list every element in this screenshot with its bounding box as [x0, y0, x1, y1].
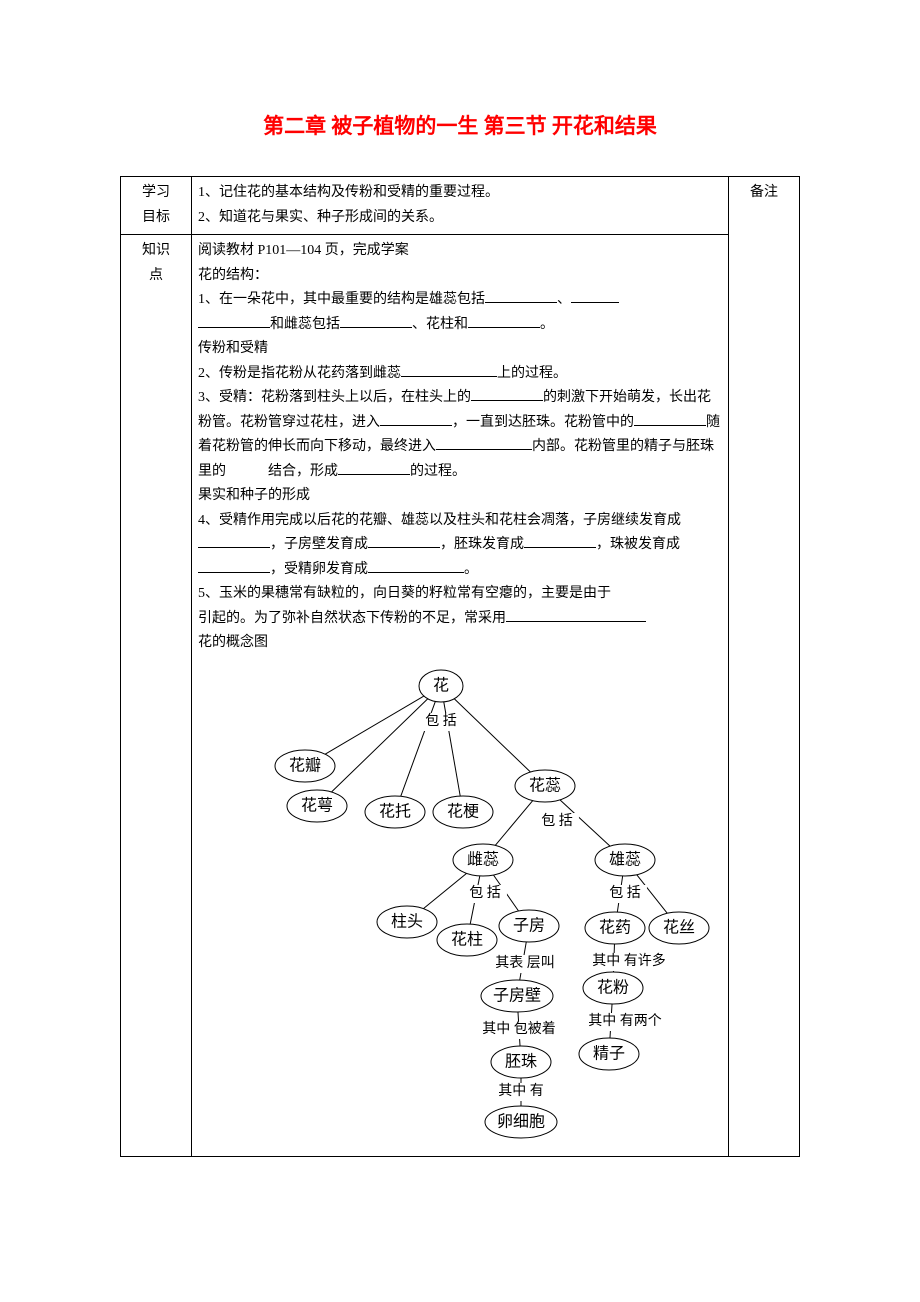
table-row: 知识点 阅读教材 P101—104 页，完成学案 花的结构： 1、在一朵花中，其…: [121, 235, 800, 1157]
q3-part: 3、受精：花粉落到柱头上以后，在柱头上的: [198, 390, 471, 405]
blank-line: [198, 533, 270, 548]
svg-text:其中 有两个: 其中 有两个: [588, 1013, 662, 1029]
svg-text:花萼: 花萼: [301, 796, 333, 814]
goal-line-2: 2、知道花与果实、种子形成间的关系。: [198, 210, 443, 225]
svg-text:花粉: 花粉: [597, 978, 629, 996]
q1-sep: 、: [557, 292, 571, 307]
label-text: 学习目标: [142, 185, 170, 225]
svg-text:包 括: 包 括: [469, 885, 501, 901]
goal-line-1: 1、记住花的基本结构及传粉和受精的重要过程。: [198, 185, 499, 200]
svg-text:花: 花: [433, 676, 449, 694]
svg-text:花药: 花药: [599, 918, 631, 936]
blank-line: [524, 533, 596, 548]
note-text: 备注: [750, 185, 778, 200]
blank-line: [485, 288, 557, 303]
section3-title: 果实和种子的形成: [198, 488, 310, 503]
q4-part: 4、受精作用完成以后花的花瓣、雄蕊以及柱头和花柱会凋落，子房继续发育成: [198, 513, 681, 528]
row-content: 1、记住花的基本结构及传粉和受精的重要过程。 2、知道花与果实、种子形成间的关系…: [192, 177, 729, 235]
svg-text:卵细胞: 卵细胞: [497, 1112, 545, 1130]
row-content: 阅读教材 P101—104 页，完成学案 花的结构： 1、在一朵花中，其中最重要…: [192, 235, 729, 1157]
blank-line: [380, 411, 452, 426]
blank-line: [368, 558, 464, 573]
blank-line: [506, 607, 646, 622]
section1-title: 花的结构：: [198, 268, 268, 283]
svg-text:花丝: 花丝: [663, 918, 695, 936]
svg-text:柱头: 柱头: [391, 912, 423, 930]
svg-text:其中 有: 其中 有: [498, 1083, 544, 1099]
svg-text:雄蕊: 雄蕊: [609, 850, 641, 868]
document-title: 第二章 被子植物的一生 第三节 开花和结果: [120, 110, 800, 140]
blank-line: [571, 288, 619, 303]
q4-part: ，胚珠发育成: [440, 537, 524, 552]
svg-text:其表 层叫: 其表 层叫: [495, 955, 555, 971]
row-label: 知识点: [121, 235, 192, 1157]
blank-line: [634, 411, 706, 426]
svg-text:花蕊: 花蕊: [529, 776, 561, 794]
svg-text:子房壁: 子房壁: [493, 985, 541, 1004]
blank-line: [340, 313, 412, 328]
svg-text:花瓣: 花瓣: [289, 756, 321, 774]
q1-end: 。: [540, 317, 554, 332]
svg-text:其中 有许多: 其中 有许多: [592, 952, 666, 969]
q3-part: ，一直到达胚珠。花粉管中的: [452, 415, 634, 430]
blank-line: [401, 362, 497, 377]
q1-part: 1、在一朵花中，其中最重要的结构是雄蕊包括: [198, 292, 485, 307]
svg-text:包 括: 包 括: [425, 713, 457, 729]
blank-line: [436, 435, 532, 450]
blank-line: [368, 533, 440, 548]
q4-part: ，受精卵发育成: [270, 562, 368, 577]
q1-part: 、花柱和: [412, 317, 468, 332]
q1-part: 和雌蕊包括: [270, 317, 340, 332]
intro-text: 阅读教材 P101—104 页，完成学案: [198, 243, 409, 258]
blank-line: [198, 558, 270, 573]
q2-part: 2、传粉是指花粉从花药落到雌蕊: [198, 366, 401, 381]
svg-text:花柱: 花柱: [451, 930, 483, 948]
svg-text:花梗: 花梗: [447, 802, 479, 820]
main-table: 学习目标 1、记住花的基本结构及传粉和受精的重要过程。 2、知道花与果实、种子形…: [120, 176, 800, 1157]
q4-part: ，珠被发育成: [596, 537, 680, 552]
svg-text:胚珠: 胚珠: [505, 1052, 537, 1070]
q4-end: 。: [464, 562, 478, 577]
q4-part: ，子房壁发育成: [270, 537, 368, 552]
svg-text:精子: 精子: [593, 1044, 625, 1062]
svg-text:其中 包被着: 其中 包被着: [482, 1021, 556, 1037]
blank-line: [338, 460, 410, 475]
q2-end: 上的过程。: [497, 366, 567, 381]
document-page: 第二章 被子植物的一生 第三节 开花和结果 学习目标 1、记住花的基本结构及传粉…: [0, 0, 920, 1217]
q5-part: 5、玉米的果穗常有缺粒的，向日葵的籽粒常有空瘪的，主要是由于: [198, 586, 611, 601]
svg-text:包 括: 包 括: [541, 813, 573, 829]
svg-text:雌蕊: 雌蕊: [467, 850, 499, 868]
table-row: 学习目标 1、记住花的基本结构及传粉和受精的重要过程。 2、知道花与果实、种子形…: [121, 177, 800, 235]
svg-text:花托: 花托: [379, 802, 411, 820]
q5-part: 引起的。为了弥补自然状态下传粉的不足，常采用: [198, 611, 506, 626]
q3-end: 的过程。: [410, 464, 466, 479]
svg-text:子房: 子房: [513, 916, 545, 934]
section4-title: 花的概念图: [198, 635, 268, 650]
label-text: 知识点: [142, 243, 170, 283]
row-label: 学习目标: [121, 177, 192, 235]
concept-diagram-wrap: 包 括包 括包 括包 括其表 层叫其中 有许多其中 包被着其中 有两个其中 有花…: [198, 662, 722, 1152]
blank-line: [468, 313, 540, 328]
blank-line: [198, 313, 270, 328]
blank-line: [471, 386, 543, 401]
note-cell: 备注: [729, 177, 800, 1157]
section2-title: 传粉和受精: [198, 341, 268, 356]
svg-text:包 括: 包 括: [609, 885, 641, 901]
concept-diagram: 包 括包 括包 括包 括其表 层叫其中 有许多其中 包被着其中 有两个其中 有花…: [205, 662, 715, 1152]
